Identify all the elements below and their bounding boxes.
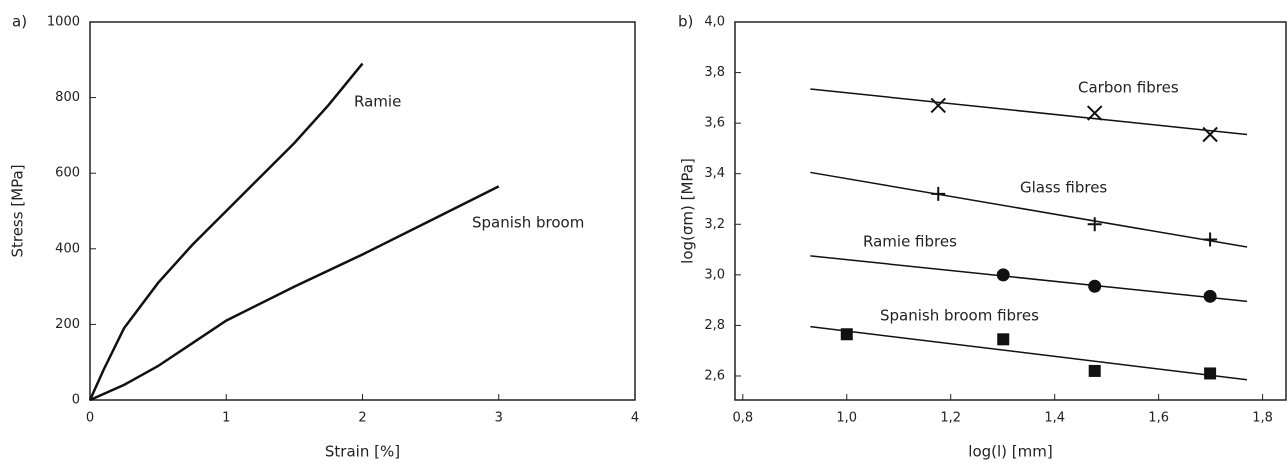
x-tick-label: 1,6 <box>1148 411 1169 426</box>
marker <box>1204 367 1217 380</box>
x-axis-label: log(l) [mm] <box>968 443 1052 461</box>
y-tick-label: 400 <box>55 241 80 256</box>
y-tick-label: 1000 <box>47 15 80 30</box>
marker <box>1203 289 1217 303</box>
curve <box>88 62 364 401</box>
x-tick-label: 1,8 <box>1252 411 1273 426</box>
fit-line <box>810 255 1248 303</box>
curve <box>89 185 500 402</box>
marker <box>997 333 1010 346</box>
y-tick-label: 3,2 <box>704 217 725 232</box>
marker <box>996 268 1010 282</box>
x-tick-label: 1,0 <box>836 411 857 426</box>
y-tick-label: 3,6 <box>704 116 725 131</box>
marker <box>840 328 853 341</box>
x-tick-label: 1,4 <box>1044 411 1065 426</box>
y-tick-label: 3,4 <box>704 166 725 181</box>
plot-frame <box>89 21 636 401</box>
marker <box>931 186 946 201</box>
marker <box>1088 364 1101 377</box>
x-tick-label: 0 <box>86 411 94 426</box>
x-tick-label: 4 <box>631 411 639 426</box>
y-tick-label: 4,0 <box>704 15 725 30</box>
marker <box>1203 232 1218 247</box>
marker <box>1088 279 1102 293</box>
y-tick-label: 800 <box>55 90 80 105</box>
y-tick-label: 2,8 <box>704 318 725 333</box>
series-label: Ramie fibres <box>863 233 957 251</box>
y-tick-label: 3,8 <box>704 65 725 80</box>
fit-line <box>810 171 1248 248</box>
y-tick-label: 200 <box>55 317 80 332</box>
marker <box>1087 217 1102 232</box>
plot-frame <box>734 21 1287 401</box>
y-tick-label: 2,6 <box>704 368 725 383</box>
y-tick-label: 0 <box>72 393 80 408</box>
x-tick-label: 0,8 <box>732 411 753 426</box>
series-label: Ramie <box>354 93 401 111</box>
marker <box>1202 126 1218 143</box>
y-axis-label: Stress [MPa] <box>9 164 27 257</box>
series-label: Spanish broom <box>472 214 584 232</box>
x-tick-label: 3 <box>495 411 503 426</box>
panel-label: b) <box>678 13 693 31</box>
panel-label: a) <box>12 13 27 31</box>
series-label: Spanish broom fibres <box>880 307 1039 325</box>
y-axis-label: log(σm) [MPa] <box>679 158 697 264</box>
marker <box>930 97 946 114</box>
fit-line <box>810 325 1248 381</box>
marker <box>1087 105 1103 121</box>
x-tick-label: 1 <box>222 411 230 426</box>
series-label: Glass fibres <box>1020 179 1107 197</box>
y-tick-label: 3,0 <box>704 267 725 282</box>
x-tick-label: 2 <box>358 411 366 426</box>
x-axis-label: Strain [%] <box>325 443 400 461</box>
y-tick-label: 600 <box>55 166 80 181</box>
fit-line <box>810 88 1248 136</box>
series-label: Carbon fibres <box>1078 79 1179 97</box>
x-tick-label: 1,2 <box>940 411 961 426</box>
